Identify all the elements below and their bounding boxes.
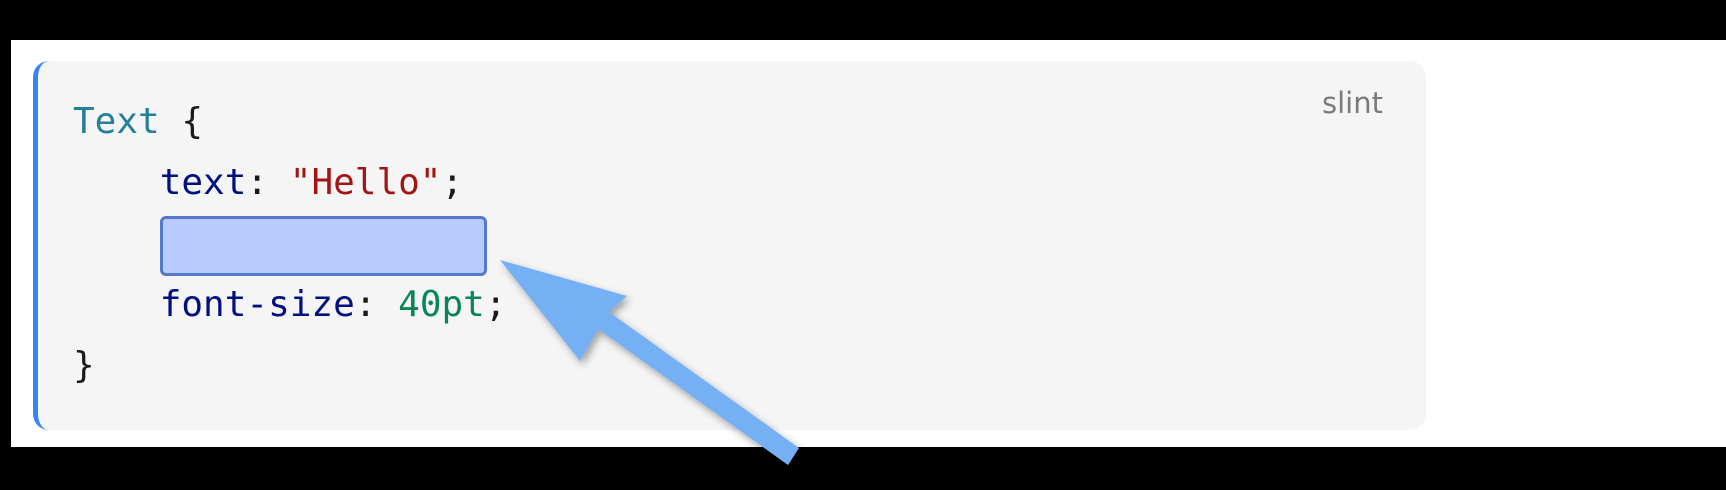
code-token-punct: ; [441,162,464,203]
code-token-number: 40pt [398,284,485,325]
code-token-punct: ; [484,284,507,325]
code-line: } [73,344,95,388]
code-token-type: Text [73,101,160,142]
code-line: text: "Hello"; [73,161,463,205]
code-token-punct: : [246,162,290,203]
highlighted-code-line [160,216,487,276]
code-indent [73,223,160,264]
language-label: slint [1322,86,1383,120]
code-token-prop: text [159,162,247,203]
code-token-punct: { [159,101,204,142]
code-token-punct: } [73,345,95,386]
code-token-punct: : [354,284,399,325]
code-line: Text { [73,100,203,144]
code-token-string: "Hello" [289,162,442,203]
code-line: font-size: 40pt; [73,283,507,327]
code-token-prop: font-size [159,284,355,325]
code-indent [73,162,160,203]
code-indent [73,284,160,325]
